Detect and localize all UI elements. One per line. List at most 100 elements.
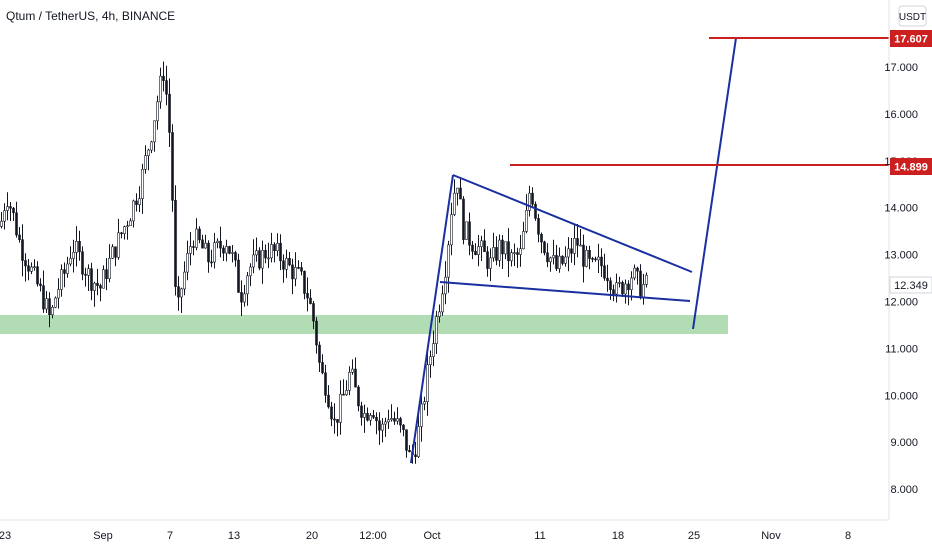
- candle: [396, 407, 399, 425]
- candle: [447, 240, 450, 293]
- candle: [315, 317, 318, 354]
- price-tick-label: 11.000: [885, 343, 918, 355]
- candle-body: [3, 210, 6, 222]
- projection-line[interactable]: [692, 37, 737, 330]
- candle: [642, 273, 645, 305]
- candle-body: [432, 343, 435, 357]
- candle: [9, 202, 12, 222]
- candle-body: [30, 266, 33, 272]
- candle: [51, 305, 54, 319]
- candle: [555, 245, 558, 271]
- candle: [264, 244, 267, 264]
- candle: [249, 263, 252, 287]
- candle: [348, 366, 351, 396]
- candle: [171, 124, 174, 212]
- candle-body: [573, 238, 576, 254]
- candle-body: [27, 265, 30, 272]
- candle-body: [555, 255, 558, 269]
- candle-body: [18, 234, 21, 240]
- candle-body: [372, 415, 375, 418]
- candle-body: [135, 200, 138, 205]
- candle: [627, 280, 630, 306]
- candle-body: [486, 251, 489, 269]
- candle-body: [489, 257, 492, 269]
- candle: [216, 238, 219, 249]
- candle: [345, 380, 348, 396]
- candle: [600, 248, 603, 277]
- wedge-upper-line[interactable]: [452, 174, 693, 273]
- candle: [3, 203, 6, 230]
- candle-body: [459, 187, 462, 200]
- candle-body: [195, 228, 198, 248]
- candle: [129, 218, 132, 226]
- candle: [156, 95, 159, 130]
- candle: [66, 256, 69, 278]
- candle-body: [6, 206, 9, 211]
- candle-body: [360, 405, 363, 418]
- candle: [633, 264, 636, 281]
- candle-body: [279, 243, 282, 262]
- candle: [318, 341, 321, 372]
- candle-body: [612, 289, 615, 295]
- currency-button[interactable]: USDT: [898, 5, 927, 27]
- price-tick-label: 16.000: [884, 109, 918, 121]
- candle: [300, 262, 303, 276]
- candle: [69, 246, 72, 267]
- candle-body: [387, 419, 390, 423]
- candle: [366, 407, 369, 422]
- candle-body: [543, 241, 546, 254]
- time-tick-label: 7: [167, 530, 173, 542]
- candle: [24, 253, 27, 282]
- candle: [360, 401, 363, 426]
- candle-body: [231, 252, 234, 254]
- candle: [294, 252, 297, 287]
- candle: [420, 390, 423, 442]
- candle-body: [288, 257, 291, 266]
- impulse-line[interactable]: [410, 174, 454, 464]
- time-axis[interactable]: 23 Sep 7 13 20 12:00 Oct 11 18 25 Nov 8: [0, 530, 851, 542]
- time-tick-label: 11: [534, 530, 545, 542]
- candle-body: [282, 260, 285, 270]
- candle-body: [498, 239, 501, 261]
- candle-body: [420, 403, 423, 427]
- candle-body: [210, 261, 213, 264]
- candle-body: [192, 246, 195, 248]
- wedge-lower-line[interactable]: [439, 281, 691, 302]
- candle: [285, 249, 288, 278]
- candle-body: [96, 282, 99, 287]
- candle: [108, 244, 111, 283]
- candle-body: [24, 260, 27, 267]
- candle: [588, 245, 591, 270]
- candle-body: [504, 241, 507, 255]
- candle-body: [147, 149, 150, 156]
- candle-body: [222, 247, 225, 254]
- candle: [489, 248, 492, 282]
- candle: [327, 385, 330, 409]
- candle-body: [627, 283, 630, 290]
- candle-body: [216, 240, 219, 243]
- candle: [291, 258, 294, 295]
- candle: [192, 240, 195, 256]
- candle: [414, 441, 417, 464]
- candle-body: [552, 255, 555, 259]
- candle: [54, 296, 57, 309]
- candle-body: [393, 418, 396, 422]
- candle: [237, 253, 240, 293]
- candle: [375, 412, 378, 435]
- candle: [186, 240, 189, 281]
- candle: [195, 218, 198, 251]
- candle-body: [447, 244, 450, 278]
- candle-body: [609, 280, 612, 290]
- candle: [369, 413, 372, 426]
- candle: [546, 243, 549, 268]
- candle-body: [171, 132, 174, 201]
- candle: [564, 246, 567, 267]
- candle: [426, 353, 429, 416]
- candle: [159, 67, 162, 109]
- chart-title: Qtum / TetherUS, 4h, BINANCE: [6, 9, 175, 23]
- support-zone[interactable]: [0, 315, 728, 334]
- candle-body: [564, 256, 567, 264]
- candle: [330, 401, 333, 427]
- time-tick-label: Nov: [761, 530, 781, 542]
